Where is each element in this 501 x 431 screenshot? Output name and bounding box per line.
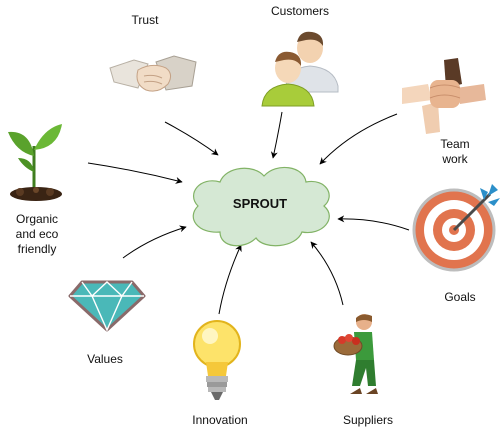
organic-label: Organic and eco friendly bbox=[15, 212, 59, 256]
arrow-trust bbox=[164, 121, 219, 156]
sprout-label: SPROUT bbox=[232, 196, 288, 211]
diamond-icon bbox=[68, 280, 146, 332]
people-icon bbox=[261, 31, 339, 107]
seedling-icon bbox=[8, 124, 62, 201]
arrow-teamwork bbox=[319, 113, 398, 165]
sprout-cloud bbox=[192, 166, 330, 247]
arrow-suppliers bbox=[310, 241, 344, 306]
values-label: Values bbox=[87, 352, 123, 366]
target-icon bbox=[412, 184, 500, 272]
arrow-organic bbox=[87, 162, 183, 184]
teamwork-label: Team work bbox=[440, 137, 470, 166]
customers-label: Customers bbox=[270, 4, 329, 18]
innovation-label: Innovation bbox=[192, 413, 248, 427]
suppliers-label: Suppliers bbox=[342, 413, 394, 427]
joined-hands-icon bbox=[402, 58, 486, 134]
arrow-innovation bbox=[218, 244, 242, 315]
farmer-icon bbox=[333, 314, 378, 394]
trust-label: Trust bbox=[131, 13, 159, 27]
handshake-icon bbox=[109, 55, 197, 92]
arrow-customers bbox=[270, 111, 283, 159]
light-bulb-icon bbox=[193, 320, 241, 400]
arrow-goals bbox=[337, 215, 410, 231]
arrow-values bbox=[122, 225, 187, 259]
goals-label: Goals bbox=[444, 290, 476, 304]
